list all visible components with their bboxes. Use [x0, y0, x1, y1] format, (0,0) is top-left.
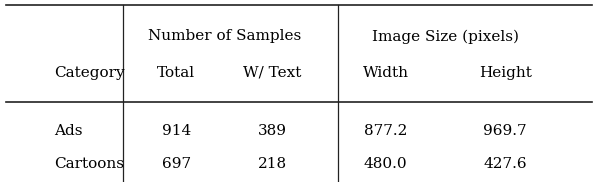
Text: 697: 697 [162, 157, 191, 171]
Text: Cartoons: Cartoons [54, 157, 124, 171]
Text: Height: Height [479, 66, 532, 80]
Text: 480.0: 480.0 [364, 157, 407, 171]
Text: 389: 389 [258, 124, 286, 138]
Text: 427.6: 427.6 [484, 157, 527, 171]
Text: Category: Category [54, 66, 124, 80]
Text: Ads: Ads [54, 124, 83, 138]
Text: Total: Total [157, 66, 196, 80]
Text: Number of Samples: Number of Samples [148, 29, 301, 43]
Text: W/ Text: W/ Text [243, 66, 301, 80]
Text: Width: Width [363, 66, 408, 80]
Text: 914: 914 [162, 124, 191, 138]
Text: 877.2: 877.2 [364, 124, 407, 138]
Text: 218: 218 [258, 157, 286, 171]
Text: Image Size (pixels): Image Size (pixels) [372, 29, 519, 44]
Text: 969.7: 969.7 [484, 124, 527, 138]
